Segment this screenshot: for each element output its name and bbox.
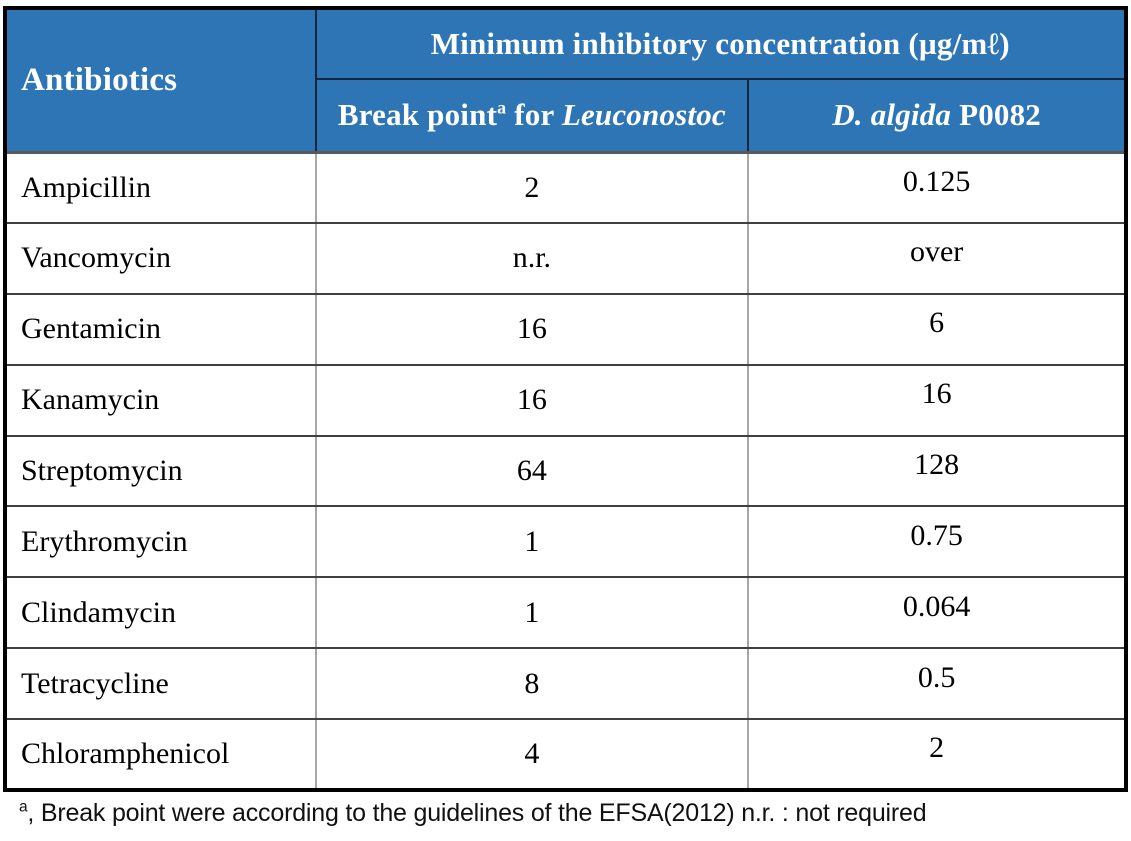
table-header: Antibiotics Minimum inhibitory concentra… <box>4 7 1128 154</box>
breakpoint-value-cell: 64 <box>314 434 750 508</box>
table-row: Ampicillin 2 0.125 <box>4 151 1127 224</box>
strain-mic-value: 6 <box>929 306 945 340</box>
antibiotic-mic-table: Antibiotics Minimum inhibitory concentra… <box>3 6 1128 793</box>
table-row: Vancomycin n.r. over <box>4 221 1127 295</box>
column-header-mic-title: Minimum inhibitory concentration (µg/mℓ) <box>314 7 1128 80</box>
column-header-strain: D. algida P0082 <box>747 78 1127 154</box>
antibiotic-name-cell: Gentamicin <box>4 292 317 366</box>
breakpoint-label-middle: for <box>506 97 562 133</box>
strain-mic-value: 16 <box>921 377 952 411</box>
strain-mic-value: over <box>909 235 964 269</box>
column-header-breakpoint: Break pointa for Leuconostoc <box>314 78 750 154</box>
strain-mic-value-cell: 0.5 <box>747 647 1127 721</box>
antibiotic-name-cell: Chloramphenicol <box>4 718 317 792</box>
antibiotic-name-cell: Ampicillin <box>4 151 317 224</box>
antibiotic-name-cell: Erythromycin <box>4 505 317 579</box>
breakpoint-value-cell: 16 <box>314 292 750 366</box>
strain-mic-value-cell: 16 <box>747 363 1127 437</box>
table-row: Tetracycline 8 0.5 <box>4 647 1127 721</box>
breakpoint-value-cell: 16 <box>314 363 750 437</box>
table-body: Ampicillin 2 0.125 Vancomycin n.r. over … <box>4 151 1127 792</box>
table-row: Kanamycin 16 16 <box>4 363 1127 437</box>
header-row-sub: Break pointa for Leuconostoc D. algida P… <box>5 78 1127 154</box>
breakpoint-footnote-marker: a <box>497 97 507 118</box>
table-row: Clindamycin 1 0.064 <box>4 576 1127 650</box>
antibiotic-name-cell: Streptomycin <box>4 434 317 508</box>
strain-mic-value-cell: 2 <box>747 718 1127 792</box>
strain-mic-value: 0.064 <box>902 589 971 623</box>
antibiotic-name-cell: Tetracycline <box>4 647 317 721</box>
strain-mic-value: 128 <box>914 448 960 481</box>
strain-mic-value-cell: 0.125 <box>747 151 1127 224</box>
breakpoint-value-cell: n.r. <box>314 221 750 295</box>
table-row: Chloramphenicol 4 2 <box>4 718 1127 792</box>
breakpoint-value-cell: 1 <box>314 576 750 650</box>
table-row: Gentamicin 16 6 <box>4 292 1127 366</box>
table-row: Erythromycin 1 0.75 <box>4 505 1127 579</box>
breakpoint-value-cell: 1 <box>314 505 750 579</box>
strain-mic-value-cell: 0.75 <box>747 505 1127 579</box>
header-row-top: Antibiotics Minimum inhibitory concentra… <box>4 7 1128 154</box>
strain-mic-value-cell: 0.064 <box>747 576 1127 650</box>
strain-mic-value: 0.125 <box>902 164 971 198</box>
strain-mic-value-cell: over <box>747 221 1127 295</box>
strain-code: P0082 <box>951 97 1042 133</box>
breakpoint-value-cell: 8 <box>314 647 750 721</box>
breakpoint-label-prefix: Break point <box>337 97 498 133</box>
strain-mic-value: 0.5 <box>917 660 956 694</box>
breakpoint-value-cell: 4 <box>314 718 750 792</box>
strain-mic-value-cell: 128 <box>747 434 1127 508</box>
strain-mic-value: 0.75 <box>910 518 963 552</box>
column-header-antibiotics: Antibiotics <box>4 7 317 154</box>
table-row: Streptomycin 64 128 <box>4 434 1127 508</box>
footnote: a, Break point were according to the gui… <box>3 799 1128 828</box>
footnote-text: , Break point were according to the guid… <box>27 799 927 828</box>
antibiotic-name-cell: Kanamycin <box>4 363 317 437</box>
antibiotic-name-cell: Clindamycin <box>4 576 317 650</box>
antibiotic-name-cell: Vancomycin <box>4 221 317 295</box>
breakpoint-value-cell: 2 <box>314 151 750 224</box>
footnote-marker: a <box>19 798 28 816</box>
species-name: D. algida <box>832 97 952 133</box>
strain-mic-value: 2 <box>929 731 945 765</box>
strain-mic-value-cell: 6 <box>747 292 1127 366</box>
genus-name: Leuconostoc <box>561 97 726 133</box>
